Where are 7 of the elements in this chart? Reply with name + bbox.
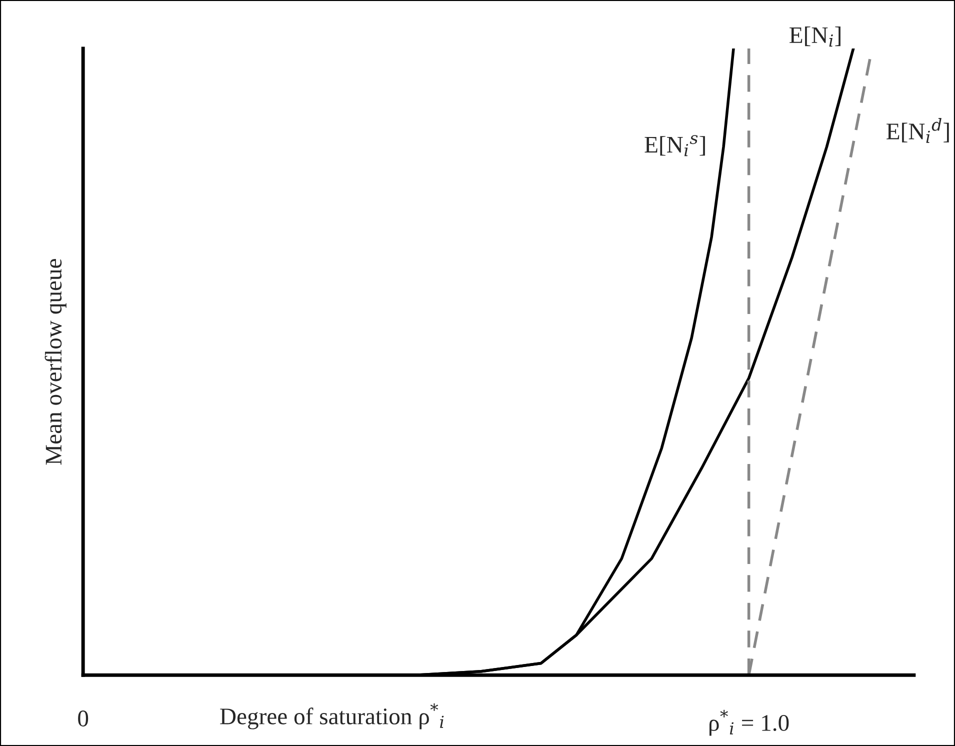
series-label: E[N$_{i}$$^{d}$] xyxy=(886,118,949,143)
x-tick-label: ρ$^{*}$$_{i}$ = 1.0 xyxy=(710,710,789,736)
x-tick-label: 0 xyxy=(78,710,88,726)
x-axis-title: Degree of saturation ρ$^{*}$$_{i}$ xyxy=(220,703,444,730)
series-label: E[N$_{i}$$^{s}$] xyxy=(644,135,705,156)
y-axis-title: Mean overflow queue xyxy=(44,259,66,465)
series-label: E[N$_{i}$] xyxy=(790,26,840,47)
